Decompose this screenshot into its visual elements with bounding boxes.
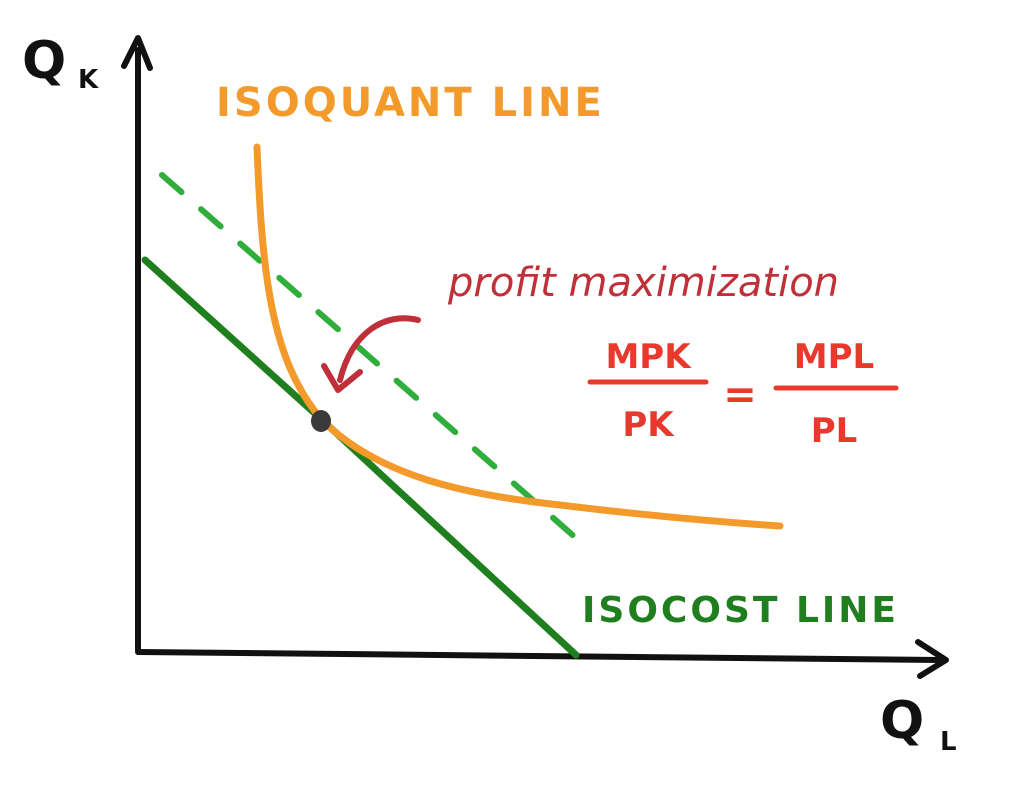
x-axis: [135, 649, 943, 663]
formula-left-numerator: MPK: [605, 337, 692, 377]
profit-maximization-label: profit maximization: [447, 260, 839, 306]
formula-left-denominator: PK: [622, 405, 675, 445]
x-axis-arrowhead: [915, 639, 949, 679]
isocost-label: ISOCOST LINE: [582, 590, 899, 631]
y-axis-arrowhead: [121, 35, 153, 71]
annotation-arrowhead: [321, 363, 363, 393]
isoquant-curve: [253, 143, 784, 530]
formula-right-numerator: MPL: [794, 337, 874, 377]
y-axis-label-sub: K: [78, 65, 99, 95]
optimum-point: [311, 410, 331, 432]
isocost-line: [141, 256, 580, 659]
isoquant-label: ISOQUANT LINE: [216, 80, 605, 126]
formula-equals: =: [723, 372, 757, 418]
dashed-isocost-line: [159, 172, 595, 555]
annotation-arrow: [337, 315, 421, 383]
formula-right-denominator: PL: [811, 411, 858, 451]
x-axis-label: Q: [880, 691, 924, 751]
y-axis-label: Q: [22, 31, 66, 91]
x-axis-label-sub: L: [940, 727, 957, 757]
